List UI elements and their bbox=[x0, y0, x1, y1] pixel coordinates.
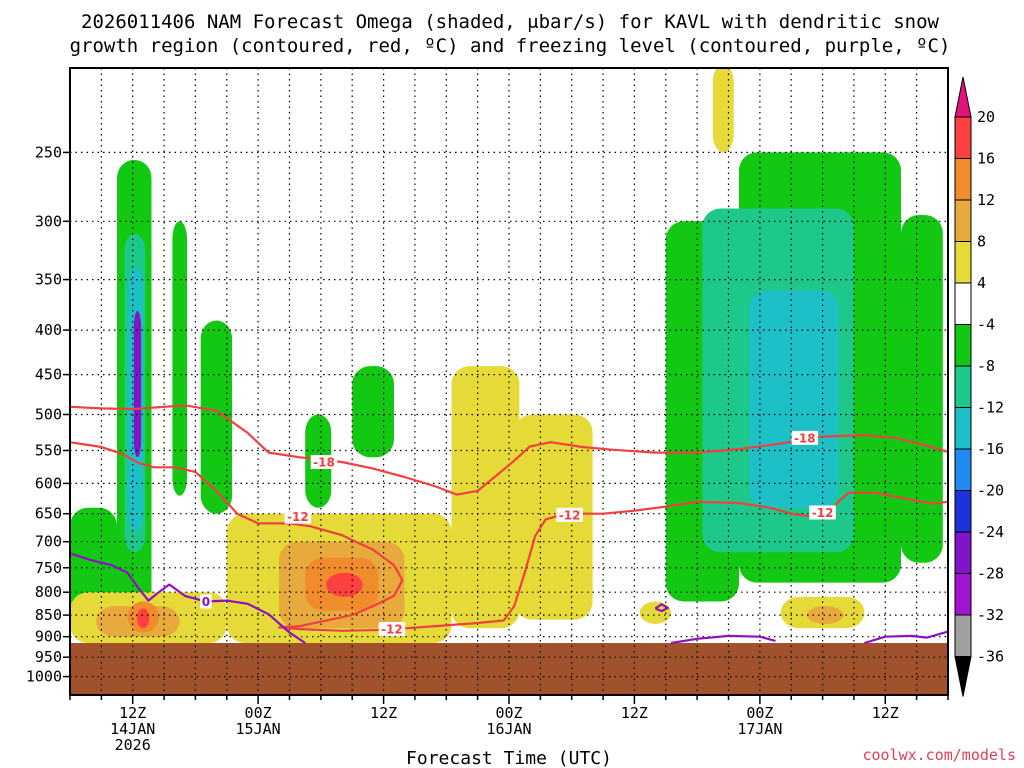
x-tick-label-36-0: 12Z bbox=[370, 704, 397, 722]
colorbar-top-arrow bbox=[954, 76, 972, 118]
y-tick-label-400: 400 bbox=[35, 321, 62, 339]
colorbar-bin--4-4 bbox=[954, 282, 972, 325]
x-axis-label: Forecast Time (UTC) bbox=[406, 748, 612, 768]
y-tick-label-750: 750 bbox=[35, 559, 62, 577]
y-tick-label-900: 900 bbox=[35, 628, 62, 646]
contour-label-bg bbox=[284, 509, 312, 524]
y-tick-label-550: 550 bbox=[35, 442, 62, 460]
colorbar-label-9: -20 bbox=[977, 482, 1004, 500]
omega-region-11 bbox=[901, 215, 943, 563]
grid bbox=[70, 68, 948, 695]
colorbar-label-10: -24 bbox=[977, 523, 1004, 541]
colorbar-bottom-arrow bbox=[954, 656, 972, 697]
contour-label--18-0: -18 bbox=[313, 456, 335, 470]
omega-region-25 bbox=[712, 68, 734, 153]
omega-region-6 bbox=[200, 320, 233, 514]
colorbar-label-1: 16 bbox=[977, 150, 995, 168]
colorbar-bin--28--24 bbox=[954, 531, 972, 574]
contour-label-bg bbox=[809, 505, 836, 520]
y-tick-label-300: 300 bbox=[35, 212, 62, 230]
contour-label-bg bbox=[378, 622, 406, 637]
colorbar-bin--20--16 bbox=[954, 448, 972, 491]
contour-freezing-0-east bbox=[670, 634, 776, 645]
colorbar-bin-8-12 bbox=[954, 199, 972, 242]
y-tick-label-700: 700 bbox=[35, 533, 62, 551]
colorbar-label-2: 12 bbox=[977, 191, 995, 209]
y-tick-label-350: 350 bbox=[35, 271, 62, 289]
colorbar-bin--12--8 bbox=[954, 365, 972, 408]
contour-label-0-0: 0 bbox=[202, 595, 210, 609]
contour-label-bg bbox=[791, 430, 819, 445]
omega-shading bbox=[70, 68, 943, 643]
y-tick-label-850: 850 bbox=[35, 606, 62, 624]
x-tick-label-24-0: 00Z bbox=[245, 704, 272, 722]
colorbar-bin--16--12 bbox=[954, 407, 972, 450]
x-tick-label-72-1: 17JAN bbox=[737, 720, 782, 738]
y-tick-label-500: 500 bbox=[35, 406, 62, 424]
x-tick-label-12-1: 14JAN bbox=[110, 720, 155, 738]
y-tick-label-800: 800 bbox=[35, 583, 62, 601]
contour-label-bg bbox=[200, 594, 212, 609]
contour-freezing-0-loop bbox=[654, 603, 670, 613]
colorbar-bin-12-16 bbox=[954, 158, 972, 201]
colorbar-label-11: -28 bbox=[977, 565, 1004, 583]
x-tick-label-84-0: 12Z bbox=[872, 704, 899, 722]
x-tick-label-48-0: 00Z bbox=[495, 704, 522, 722]
contour-freezing-0 bbox=[70, 552, 306, 644]
colorbar-label-7: -12 bbox=[977, 399, 1004, 417]
x-tick-label-60-0: 12Z bbox=[621, 704, 648, 722]
y-tick-label-600: 600 bbox=[35, 474, 62, 492]
chart-title-line-1: 2026011406 NAM Forecast Omega (shaded, μ… bbox=[81, 11, 939, 33]
contour-freezing-0-east2 bbox=[864, 630, 948, 645]
colorbar-bin--24--20 bbox=[954, 490, 972, 533]
omega-region-24 bbox=[639, 601, 672, 624]
x-tick-label-24-1: 15JAN bbox=[236, 720, 281, 738]
colorbar-label-4: 4 bbox=[977, 274, 986, 292]
colorbar-label-12: -32 bbox=[977, 606, 1004, 624]
contour-label--12-0: -12 bbox=[287, 510, 309, 524]
omega-region-22 bbox=[451, 366, 520, 629]
colorbar-label-6: -8 bbox=[977, 357, 995, 375]
colorbar-label-13: -36 bbox=[977, 648, 1004, 666]
y-tick-label-950: 950 bbox=[35, 648, 62, 666]
colorbar-bin--8--4 bbox=[954, 324, 972, 367]
colorbar-label-0: 20 bbox=[977, 108, 995, 126]
chart-title-line-2: growth region (contoured, red, ºC) and f… bbox=[70, 35, 951, 57]
colorbar-label-3: 8 bbox=[977, 233, 986, 251]
x-tick-label-72-0: 00Z bbox=[746, 704, 773, 722]
y-axis: 250 300 350 400 450 500 550 600 650 700 750 800 850 9… bbox=[26, 143, 70, 686]
omega-region-5 bbox=[172, 221, 187, 496]
colorbar-label-8: -16 bbox=[977, 440, 1004, 458]
y-tick-label-450: 450 bbox=[35, 366, 62, 384]
y-tick-label-650: 650 bbox=[35, 505, 62, 523]
omega-region-17 bbox=[136, 608, 150, 629]
colorbar-bin--32--28 bbox=[954, 573, 972, 616]
contour-dgz--18 bbox=[70, 404, 948, 496]
omega-region-13 bbox=[749, 290, 839, 508]
credit-text[interactable]: coolwx.com/models bbox=[862, 746, 1016, 764]
omega-region-21 bbox=[326, 572, 363, 597]
colorbar-label-5: -4 bbox=[977, 316, 995, 334]
omega-region-8 bbox=[352, 366, 394, 458]
omega-region-4 bbox=[133, 310, 142, 458]
x-tick-label-48-1: 16JAN bbox=[486, 720, 531, 738]
contour-label--12-2: -12 bbox=[559, 508, 581, 522]
colorbar-bin--36--32 bbox=[954, 614, 972, 657]
y-tick-label-250: 250 bbox=[35, 143, 62, 161]
contour-label--18-1: -18 bbox=[794, 431, 816, 445]
contour-label-bg bbox=[556, 507, 583, 522]
contour-labels: -18 -18 -12 -12 -12 -12 0 bbox=[200, 430, 836, 637]
colorbar-bin-16-20 bbox=[954, 116, 972, 159]
contour-label--12-3: -12 bbox=[812, 506, 834, 520]
y-tick-label-1000: 1000 bbox=[26, 668, 62, 686]
x-tick-label-12-2: 2026 bbox=[115, 736, 151, 754]
colorbar-bin-4-8 bbox=[954, 241, 972, 284]
colorbar: 20 16 12 8 4 -4 -8 -12 -16 -20 -24 -28 -32 -36 bbox=[954, 76, 1004, 697]
contour-label-bg bbox=[310, 455, 338, 469]
omega-region-27 bbox=[806, 606, 844, 624]
x-tick-label-12-0: 12Z bbox=[119, 704, 146, 722]
contour-label--12-1: -12 bbox=[381, 623, 403, 637]
